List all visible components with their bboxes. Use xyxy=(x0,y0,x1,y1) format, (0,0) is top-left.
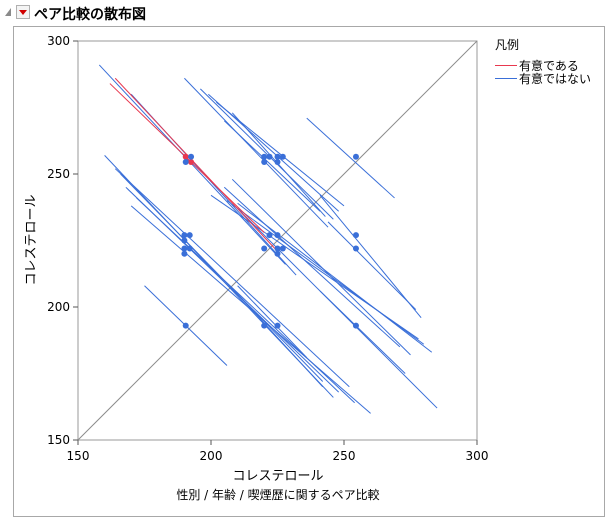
diagonal-reference-line xyxy=(77,40,478,441)
data-point[interactable] xyxy=(181,250,188,257)
data-point[interactable] xyxy=(261,245,268,252)
x-tick-label: 300 xyxy=(466,449,489,463)
data-point[interactable] xyxy=(274,245,281,252)
data-point[interactable] xyxy=(181,232,188,239)
comparison-line xyxy=(223,120,321,212)
data-point[interactable] xyxy=(274,159,281,166)
legend-swatch-significant xyxy=(495,65,517,66)
y-tick-label: 200 xyxy=(47,300,70,314)
red-triangle-menu-icon[interactable] xyxy=(16,5,30,19)
legend: 凡例 有意である 有意ではない xyxy=(495,36,592,86)
data-point[interactable] xyxy=(266,232,273,239)
data-point[interactable] xyxy=(352,322,359,329)
comparison-line xyxy=(306,117,395,199)
data-point[interactable] xyxy=(186,232,193,239)
data-point[interactable] xyxy=(182,159,189,166)
comparison-line xyxy=(237,202,433,353)
comparison-line xyxy=(184,77,329,228)
x-tick-label: 200 xyxy=(200,449,223,463)
data-point[interactable] xyxy=(261,159,268,166)
data-point[interactable] xyxy=(279,153,286,160)
comparison-line xyxy=(319,290,406,374)
x-tick-label: 250 xyxy=(333,449,356,463)
y-axis-label: コレステロール xyxy=(24,194,39,285)
data-point[interactable] xyxy=(274,322,281,329)
report-title: ペア比較の散布図 xyxy=(34,7,146,23)
data-point[interactable] xyxy=(352,153,359,160)
comparison-line xyxy=(226,200,425,345)
data-point[interactable] xyxy=(352,245,359,252)
report-header: ペア比較の散布図 xyxy=(0,0,611,25)
data-point[interactable] xyxy=(274,250,281,257)
comparison-line xyxy=(237,285,308,358)
legend-item-not-significant: 有意ではない xyxy=(495,72,592,86)
comparison-line xyxy=(319,194,422,318)
data-point[interactable] xyxy=(261,322,268,329)
x-tick-label: 150 xyxy=(67,449,90,463)
legend-title: 凡例 xyxy=(495,38,520,52)
x-axis-label: コレステロール xyxy=(232,469,323,484)
legend-label-significant: 有意である xyxy=(519,59,579,73)
data-point[interactable] xyxy=(182,322,189,329)
data-point[interactable] xyxy=(352,232,359,239)
legend-swatch-not-significant xyxy=(495,78,517,79)
chart-subtitle: 性別 / 年齢 / 喫煙歴に関するペア比較 xyxy=(176,487,379,502)
y-tick-label: 150 xyxy=(47,433,70,447)
comparison-line-significant xyxy=(114,77,276,249)
disclosure-triangle-icon[interactable] xyxy=(5,8,11,16)
comparison-line xyxy=(231,288,324,388)
data-point[interactable] xyxy=(181,237,188,244)
comparison-line xyxy=(223,186,401,348)
data-point[interactable] xyxy=(186,245,193,252)
data-point[interactable] xyxy=(261,153,268,160)
data-point[interactable] xyxy=(279,245,286,252)
data-point[interactable] xyxy=(188,153,195,160)
data-point[interactable] xyxy=(274,232,281,239)
data-point[interactable] xyxy=(181,245,188,252)
data-point-significant[interactable] xyxy=(188,159,195,166)
y-tick-label: 250 xyxy=(47,167,70,181)
data-point[interactable] xyxy=(266,153,273,160)
comparison-line xyxy=(114,168,350,388)
comparison-line xyxy=(327,221,417,311)
comparison-line xyxy=(200,88,334,220)
legend-item-significant: 有意である xyxy=(495,59,591,73)
y-tick-label: 300 xyxy=(47,34,70,48)
data-point[interactable] xyxy=(274,153,281,160)
data-point-significant[interactable] xyxy=(182,153,189,160)
comparison-line xyxy=(130,205,371,414)
legend-label-not-significant: 有意ではない xyxy=(519,72,592,86)
